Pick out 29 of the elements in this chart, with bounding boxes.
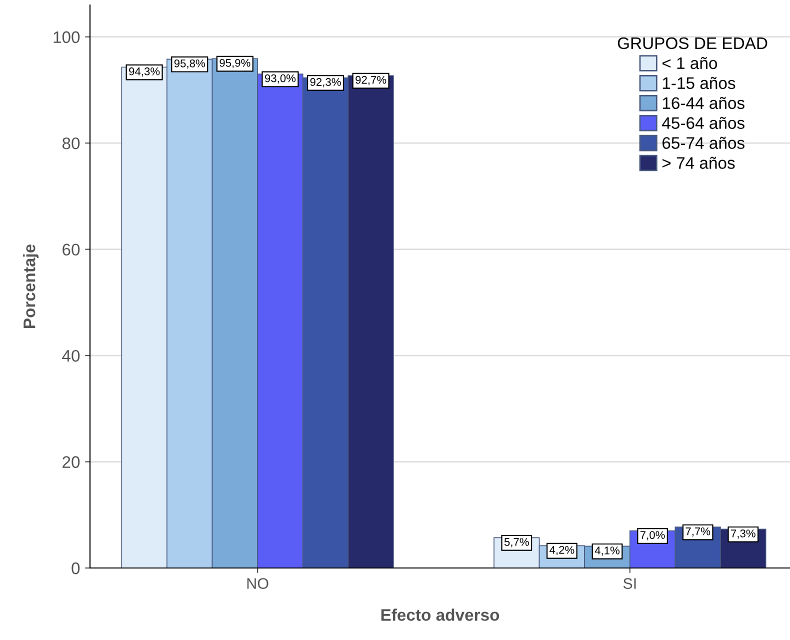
legend-label: 45-64 años xyxy=(662,116,744,129)
data-label: 92,7% xyxy=(356,76,386,86)
data-label: 7,0% xyxy=(640,531,665,540)
data-label: 95,9% xyxy=(220,58,250,68)
data-label: 94,3% xyxy=(129,67,160,77)
y-tick-label: 0 xyxy=(72,562,80,574)
y-tick-label: 20 xyxy=(62,456,80,468)
data-label: 4,2% xyxy=(550,546,574,556)
legend-label: > 74 años xyxy=(662,156,735,169)
legend-title: GRUPOS DE EDAD xyxy=(618,37,768,50)
data-label: 92,3% xyxy=(310,78,341,88)
y-axis-title: Porcentaje xyxy=(23,244,39,328)
data-label: 7,7% xyxy=(686,527,710,537)
y-tick-label: 60 xyxy=(62,244,80,256)
data-label: 93,0% xyxy=(264,74,296,84)
data-label: 4,1% xyxy=(594,546,620,556)
data-label: 95,8% xyxy=(174,59,205,69)
legend-label: < 1 año xyxy=(662,56,718,70)
y-tick-label: 100 xyxy=(54,31,80,44)
x-tick-label: NO xyxy=(247,578,268,589)
legend-label: 16-44 años xyxy=(662,96,744,110)
data-label: 5,7% xyxy=(504,538,529,548)
legend-label: 65-74 años xyxy=(662,136,744,149)
y-tick-label: 40 xyxy=(62,350,80,362)
y-tick-label: 80 xyxy=(62,137,80,150)
legend-label: 1-15 años xyxy=(662,76,736,90)
x-tick-label: SI xyxy=(623,578,636,589)
x-axis-title: Efecto adverso xyxy=(381,608,500,621)
data-label: 7,3% xyxy=(731,530,756,539)
